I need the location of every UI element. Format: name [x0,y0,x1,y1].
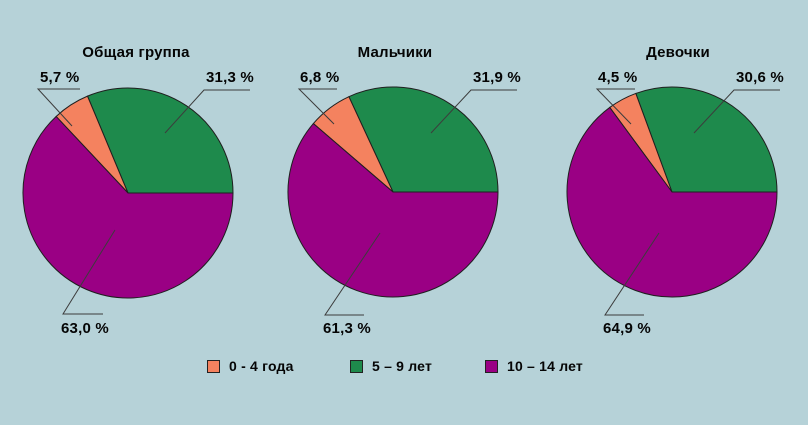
pie-boys [287,86,499,298]
pie-slice-5-9 [86,87,234,194]
legend-label-5-9: 5 – 9 лет [372,358,432,374]
pie-slice-10-14 [287,122,499,298]
pct-label-0-4: 6,8 % [300,69,340,86]
legend-item-5-9: 5 – 9 лет [350,358,432,374]
leader-line [36,88,80,127]
pct-label-10-14: 64,9 % [603,320,651,337]
legend-swatch-10-14 [485,359,498,373]
legend-item-10-14: 10 – 14 лет [485,358,583,374]
leader-line [297,88,337,125]
legend: 0 - 4 года 5 – 9 лет 10 – 14 лет [0,356,808,376]
pct-label-5-9: 31,9 % [473,69,521,86]
pct-label-0-4: 5,7 % [40,69,80,86]
leader-lines [36,88,780,316]
legend-label-10-14: 10 – 14 лет [507,358,583,374]
leader-line [430,89,517,134]
pie-slice-5-9 [635,86,778,193]
pct-label-10-14: 63,0 % [61,320,109,337]
leader-line [595,88,635,125]
pie-total-group [22,87,234,299]
legend-swatch-5-9 [350,359,363,373]
legend-label-0-4: 0 - 4 года [229,358,294,374]
pie-slice-10-14 [22,115,234,299]
pct-label-5-9: 31,3 % [206,69,254,86]
pie-girls [566,86,778,298]
leader-line [164,89,250,134]
chart-title-total-group: Общая группа [82,44,190,61]
pct-label-5-9: 30,6 % [736,69,784,86]
pct-label-10-14: 61,3 % [323,320,371,337]
legend-swatch-0-4 [207,359,220,373]
pie-slice-5-9 [348,86,499,193]
leader-line [604,232,660,316]
chart-title-boys: Мальчики [357,44,433,61]
leader-line [324,232,381,316]
leader-line [62,229,116,315]
pct-label-0-4: 4,5 % [598,69,638,86]
legend-item-0-4: 0 - 4 года [207,358,294,374]
leader-line [693,89,780,134]
chart-title-girls: Девочки [646,44,710,61]
